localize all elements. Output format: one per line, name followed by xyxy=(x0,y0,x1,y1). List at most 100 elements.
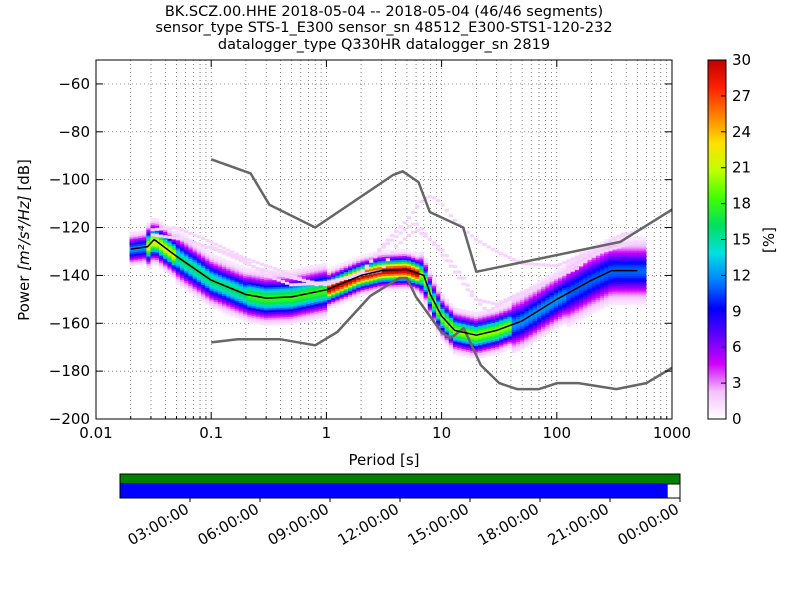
density-cell xyxy=(192,243,198,247)
density-cell xyxy=(264,270,269,275)
density-cell xyxy=(541,322,546,326)
density-cell xyxy=(209,256,214,261)
density-cell xyxy=(507,327,513,331)
density-cell xyxy=(616,288,622,292)
density-cell xyxy=(537,293,542,298)
density-cell xyxy=(633,244,639,248)
density-cell xyxy=(222,281,227,285)
density-cell xyxy=(482,327,487,331)
density-cell xyxy=(163,255,168,259)
density-cell xyxy=(436,323,441,327)
density-cell xyxy=(587,291,592,295)
density-cell xyxy=(482,348,487,352)
density-cell xyxy=(264,284,269,288)
density-cell xyxy=(238,297,244,301)
density-cell xyxy=(507,344,513,348)
density-cell xyxy=(234,263,240,267)
density-cell xyxy=(591,260,597,264)
density-cell xyxy=(222,302,227,306)
density-cell xyxy=(222,277,227,281)
density-cell xyxy=(629,276,634,281)
density-cell xyxy=(574,259,580,264)
density-cell xyxy=(264,297,269,301)
density-cell xyxy=(524,301,529,306)
density-cell xyxy=(289,290,294,294)
density-cell xyxy=(251,312,256,316)
density-cell-sparse xyxy=(264,269,269,273)
density-cell xyxy=(327,285,332,289)
density-cell xyxy=(415,275,420,279)
density-cell-sparse xyxy=(327,282,332,286)
density-cell xyxy=(184,279,189,283)
density-cell xyxy=(549,322,555,326)
density-cell xyxy=(259,319,265,324)
density-cell xyxy=(503,317,508,321)
density-cell xyxy=(217,271,223,276)
density-cell xyxy=(478,347,483,351)
density-cell xyxy=(201,249,206,253)
density-cell xyxy=(238,305,244,309)
density-cell xyxy=(448,305,454,309)
density-cell xyxy=(348,261,353,265)
density-cell xyxy=(394,272,399,276)
density-cell xyxy=(226,298,231,302)
density-cell xyxy=(469,353,475,357)
density-cell xyxy=(591,279,597,283)
density-cell xyxy=(318,276,324,281)
density-cell xyxy=(314,270,319,274)
density-cell xyxy=(272,299,277,303)
density-cell xyxy=(411,266,416,270)
density-cell xyxy=(587,287,592,291)
density-cell xyxy=(192,268,198,272)
density-cell xyxy=(226,261,231,266)
density-cell xyxy=(331,272,336,276)
density-cell xyxy=(511,343,517,348)
density-cell xyxy=(167,243,172,247)
density-cell xyxy=(247,290,252,295)
density-cell-sparse xyxy=(486,245,491,249)
density-cell xyxy=(255,284,261,288)
density-cell xyxy=(558,269,563,273)
density-cell xyxy=(175,254,181,259)
density-cell xyxy=(188,286,193,290)
density-cell xyxy=(642,294,647,298)
density-cell xyxy=(142,236,147,240)
colorbar-tick-label: 21 xyxy=(732,159,751,177)
density-cell xyxy=(318,305,324,310)
density-cell xyxy=(255,282,261,286)
density-cell xyxy=(415,279,420,283)
density-cell xyxy=(528,297,534,301)
density-cell-sparse xyxy=(297,277,302,281)
density-cell xyxy=(486,336,492,340)
density-cell xyxy=(524,296,529,300)
density-cell xyxy=(318,296,324,300)
density-cell xyxy=(415,286,420,291)
density-cell xyxy=(343,291,349,295)
density-cell xyxy=(633,294,639,298)
density-cell xyxy=(478,355,483,359)
density-cell-sparse xyxy=(448,214,453,218)
density-cell xyxy=(159,254,164,258)
density-cell xyxy=(268,299,273,303)
density-cell xyxy=(541,329,546,333)
density-cell xyxy=(499,343,504,348)
density-cell xyxy=(465,329,471,333)
density-cell xyxy=(339,295,345,299)
density-cell xyxy=(625,292,630,296)
density-cell xyxy=(314,314,319,318)
density-cell xyxy=(570,260,576,264)
density-cell xyxy=(142,243,147,248)
density-cell-sparse xyxy=(285,275,290,279)
density-cell xyxy=(301,286,307,290)
density-cell xyxy=(461,336,466,340)
density-cell xyxy=(520,304,525,308)
density-cell xyxy=(188,263,193,267)
density-cell xyxy=(432,295,437,300)
density-cell xyxy=(289,288,294,293)
density-cell xyxy=(243,280,248,284)
density-cell xyxy=(268,310,273,315)
density-cell-sparse xyxy=(209,245,214,249)
density-cell xyxy=(297,279,303,283)
density-cell xyxy=(574,269,580,273)
density-cell xyxy=(570,306,576,310)
